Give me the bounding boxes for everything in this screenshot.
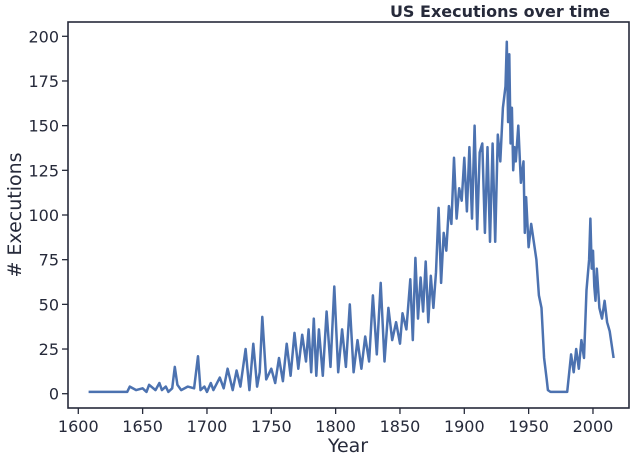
x-axis-label: Year	[327, 435, 368, 457]
x-axis: 1600 1650 1700 1750 1800 1850 1900 1950 2000	[58, 408, 613, 436]
x-tick-label: 1900	[444, 417, 485, 436]
x-tick-label: 1700	[187, 417, 228, 436]
y-tick-label: 175	[28, 72, 59, 91]
y-tick-label: 0	[49, 385, 59, 404]
series-line	[88, 40, 615, 394]
x-tick-label: 2000	[573, 417, 614, 436]
y-axis-label: # Executions	[4, 152, 26, 277]
y-tick-label: 150	[28, 117, 59, 136]
y-tick-label: 125	[28, 161, 59, 180]
y-tick-label: 50	[39, 295, 59, 314]
y-tick-label: 100	[28, 206, 59, 225]
x-tick-label: 1800	[315, 417, 356, 436]
x-tick-label: 1600	[58, 417, 99, 436]
y-tick-label: 200	[28, 27, 59, 46]
x-tick-label: 1650	[122, 417, 163, 436]
x-tick-label: 1950	[508, 417, 549, 436]
y-axis: 0 25 50 75 100 125 150 175 200	[28, 27, 68, 404]
y-tick-label: 25	[39, 340, 59, 359]
x-tick-label: 1750	[251, 417, 292, 436]
chart-title: US Executions over time	[390, 2, 610, 21]
x-tick-label: 1850	[380, 417, 421, 436]
y-tick-label: 75	[39, 251, 59, 270]
